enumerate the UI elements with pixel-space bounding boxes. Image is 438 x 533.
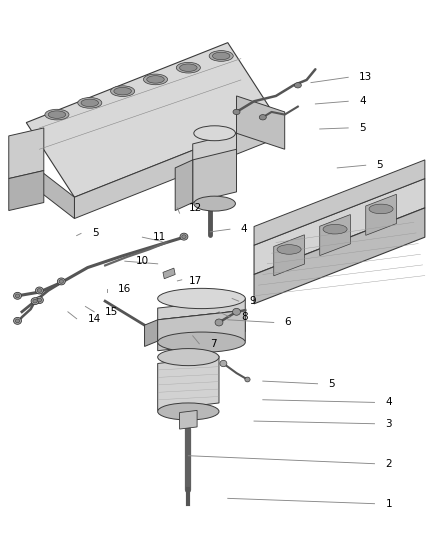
Text: 14: 14 — [88, 314, 101, 324]
Polygon shape — [9, 171, 44, 211]
Text: 8: 8 — [241, 312, 247, 322]
Text: 15: 15 — [105, 307, 118, 317]
Ellipse shape — [212, 52, 230, 60]
Ellipse shape — [143, 74, 167, 85]
Ellipse shape — [158, 403, 219, 420]
Text: 7: 7 — [210, 339, 217, 349]
Polygon shape — [158, 298, 245, 320]
Ellipse shape — [323, 224, 347, 234]
Ellipse shape — [158, 349, 219, 366]
Ellipse shape — [35, 296, 43, 304]
Ellipse shape — [81, 99, 99, 107]
Ellipse shape — [33, 300, 37, 303]
Ellipse shape — [57, 278, 65, 285]
Ellipse shape — [114, 87, 131, 95]
Polygon shape — [254, 179, 425, 274]
Ellipse shape — [158, 332, 245, 352]
Text: 16: 16 — [118, 285, 131, 294]
Ellipse shape — [180, 233, 188, 240]
Ellipse shape — [78, 98, 102, 108]
Ellipse shape — [37, 298, 42, 302]
Ellipse shape — [37, 289, 42, 292]
Text: 3: 3 — [385, 419, 392, 429]
Ellipse shape — [31, 297, 39, 305]
Ellipse shape — [294, 83, 301, 88]
Polygon shape — [26, 43, 276, 197]
Ellipse shape — [194, 196, 236, 211]
Text: 6: 6 — [285, 318, 291, 327]
Polygon shape — [274, 235, 304, 276]
Polygon shape — [180, 410, 197, 429]
Ellipse shape — [176, 62, 200, 73]
Polygon shape — [145, 320, 158, 346]
Polygon shape — [26, 160, 74, 219]
Ellipse shape — [158, 288, 245, 309]
Polygon shape — [237, 96, 285, 149]
Polygon shape — [254, 160, 425, 245]
Ellipse shape — [14, 317, 21, 324]
Text: 12: 12 — [188, 203, 201, 213]
Ellipse shape — [369, 204, 393, 214]
Polygon shape — [193, 133, 237, 163]
Polygon shape — [158, 310, 245, 351]
Text: 11: 11 — [153, 232, 166, 242]
Ellipse shape — [215, 319, 223, 326]
Polygon shape — [366, 195, 396, 236]
Polygon shape — [158, 356, 219, 410]
Text: 17: 17 — [188, 276, 201, 286]
Text: 4: 4 — [359, 96, 366, 106]
Polygon shape — [175, 160, 193, 211]
Ellipse shape — [209, 51, 233, 61]
Ellipse shape — [182, 235, 186, 239]
Polygon shape — [254, 208, 425, 304]
Ellipse shape — [180, 64, 197, 71]
Text: 5: 5 — [359, 123, 366, 133]
Polygon shape — [320, 214, 350, 255]
Text: 5: 5 — [377, 160, 383, 170]
Ellipse shape — [259, 115, 266, 120]
Polygon shape — [163, 268, 175, 279]
Text: 2: 2 — [385, 459, 392, 469]
Text: 9: 9 — [250, 296, 256, 306]
Text: 4: 4 — [241, 224, 247, 234]
Ellipse shape — [277, 245, 301, 254]
Text: 10: 10 — [136, 256, 149, 266]
Ellipse shape — [15, 319, 20, 322]
Ellipse shape — [35, 287, 43, 294]
Ellipse shape — [233, 109, 240, 115]
Ellipse shape — [220, 360, 227, 367]
Text: 1: 1 — [385, 499, 392, 508]
Text: 5: 5 — [92, 229, 99, 238]
Ellipse shape — [147, 76, 164, 83]
Polygon shape — [158, 310, 245, 341]
Text: 5: 5 — [328, 379, 335, 389]
Ellipse shape — [14, 292, 21, 300]
Ellipse shape — [233, 308, 240, 315]
Ellipse shape — [194, 126, 236, 141]
Ellipse shape — [48, 111, 66, 118]
Ellipse shape — [45, 109, 69, 120]
Polygon shape — [9, 128, 44, 179]
Polygon shape — [193, 149, 237, 203]
Text: 4: 4 — [385, 398, 392, 407]
Ellipse shape — [59, 279, 64, 284]
Ellipse shape — [15, 294, 20, 297]
Text: 13: 13 — [359, 72, 372, 82]
Ellipse shape — [110, 86, 135, 96]
Ellipse shape — [245, 377, 250, 382]
Polygon shape — [74, 117, 276, 219]
